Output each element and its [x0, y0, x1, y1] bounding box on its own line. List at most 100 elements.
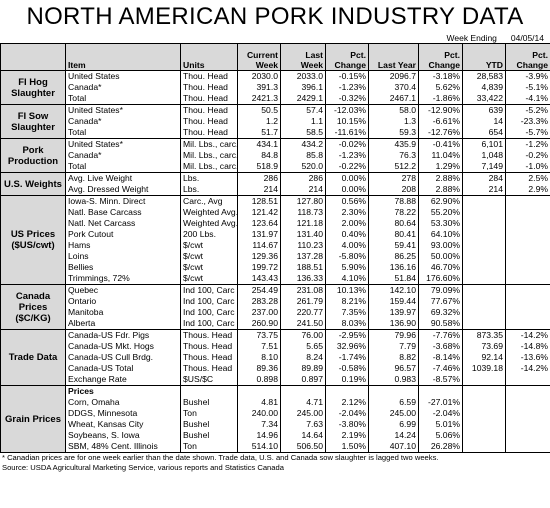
header-cell: Units	[180, 43, 238, 71]
cell: 5.01%	[418, 419, 463, 430]
cell: 2.88%	[418, 184, 463, 196]
empty-cell	[462, 385, 506, 397]
table-row: Natl. Net Carcass Weighted Avg. 123.64 121.…	[1, 218, 550, 229]
cell: Total	[65, 127, 181, 139]
cell: 391.3	[237, 82, 281, 93]
header-cell	[0, 43, 66, 71]
cell: 5.65	[280, 341, 326, 352]
cell: 143.43	[237, 273, 281, 285]
empty-cell	[505, 397, 550, 408]
cell: 0.898	[237, 374, 281, 386]
section-label: U.S. Weights	[0, 172, 66, 196]
cell: -1.2%	[505, 138, 550, 150]
cell: 73.69	[462, 341, 506, 352]
cell: 50.5	[237, 104, 281, 116]
cell: 8.82	[368, 352, 419, 363]
cell: 286	[280, 172, 326, 184]
cell: Prices	[65, 385, 181, 397]
cell: United States	[65, 70, 181, 82]
cell: 79.09%	[418, 284, 463, 296]
cell: Bellies	[65, 262, 181, 273]
cell: DDGS, Minnesota	[65, 408, 181, 419]
empty-cell	[505, 441, 550, 453]
header-cell: Last Year	[368, 43, 419, 71]
empty-cell	[462, 195, 506, 207]
cell: Weighted Avg.	[180, 207, 238, 218]
table-row: Total Thou. Head 51.7 58.5 -11.61% 59.3 -12.76…	[1, 127, 550, 139]
table-row: Canada* Thou. Head 1.2 1.1 10.15% 1.3 -6.61% 14…	[1, 116, 550, 127]
table-row: DDGS, Minnesota Ton 240.00 245.00 -2.04% 245.…	[1, 408, 550, 419]
cell: -2.04%	[325, 408, 369, 419]
cell: 6,101	[462, 138, 506, 150]
cell: 14.96	[237, 430, 281, 441]
empty-cell	[505, 284, 550, 296]
empty-cell	[505, 195, 550, 207]
cell: 2429.1	[280, 93, 326, 105]
cell: 159.44	[368, 296, 419, 307]
cell: Canada*	[65, 116, 181, 127]
cell: 136.33	[280, 273, 326, 285]
empty-cell	[462, 296, 506, 307]
table-row: FI Sow Slaughter United States* Thou. Head…	[0, 104, 550, 139]
empty-cell	[462, 218, 506, 229]
cell: 1.3	[368, 116, 419, 127]
cell: 118.73	[280, 207, 326, 218]
table-row: Trade Data Canada-US Fdr. Pigs Thous. Head…	[0, 329, 550, 386]
cell: Canada*	[65, 150, 181, 161]
cell: 89.36	[237, 363, 281, 374]
cell: $/cwt	[180, 240, 238, 251]
table-row: Hams $/cwt 114.67 110.23 4.00% 59.41 93.00%	[1, 240, 550, 251]
cell: 131.40	[280, 229, 326, 240]
cell: 142.10	[368, 284, 419, 296]
cell: Weighted Avg.	[180, 218, 238, 229]
cell: 11.04%	[418, 150, 463, 161]
cell: -8.57%	[418, 374, 463, 386]
cell: 51.84	[368, 273, 419, 285]
cell: 96.57	[368, 363, 419, 374]
cell: Thou. Head	[180, 82, 238, 93]
header-cell: Last Week	[280, 43, 326, 71]
footnotes: * Canadian prices are for one week earli…	[0, 453, 550, 473]
cell: 6.59	[368, 397, 419, 408]
cell: 10.15%	[325, 116, 369, 127]
cell: 506.50	[280, 441, 326, 453]
cell: 2096.7	[368, 70, 419, 82]
table-row: Natl. Base Carcass Weighted Avg. 121.42 118…	[1, 207, 550, 218]
cell: -1.86%	[418, 93, 463, 105]
cell: -2.95%	[325, 329, 369, 341]
cell: Canada-US Total	[65, 363, 181, 374]
cell: 4.81	[237, 397, 281, 408]
cell: -1.23%	[325, 82, 369, 93]
cell: $/cwt	[180, 273, 238, 285]
header-cell: Item	[65, 43, 181, 71]
cell: -12.76%	[418, 127, 463, 139]
cell: 1.29%	[418, 161, 463, 173]
cell: 518.9	[237, 161, 281, 173]
empty-cell	[462, 318, 506, 330]
cell: 110.23	[280, 240, 326, 251]
cell: 176.60%	[418, 273, 463, 285]
cell: 2.88%	[418, 172, 463, 184]
cell: 7.63	[280, 419, 326, 430]
cell: 85.8	[280, 150, 326, 161]
cell: 199.72	[237, 262, 281, 273]
cell: Canada-US Fdr. Pigs	[65, 329, 181, 341]
empty-cell	[505, 262, 550, 273]
cell: Thou. Head	[180, 70, 238, 82]
cell: 55.20%	[418, 207, 463, 218]
cell: 114.67	[237, 240, 281, 251]
empty-cell	[462, 262, 506, 273]
empty-cell	[180, 385, 238, 397]
cell: 137.28	[280, 251, 326, 262]
cell: 0.00%	[325, 184, 369, 196]
empty-cell	[505, 374, 550, 386]
table-row: Trimmings, 72% $/cwt 143.43 136.33 4.10% 51.8…	[1, 273, 550, 285]
cell: Ton	[180, 441, 238, 453]
cell: 33,422	[462, 93, 506, 105]
cell: -0.15%	[325, 70, 369, 82]
cell: -1.0%	[505, 161, 550, 173]
cell: Thou. Head	[180, 116, 238, 127]
cell: 231.08	[280, 284, 326, 296]
cell: 2030.0	[237, 70, 281, 82]
cell: 6.99	[368, 419, 419, 430]
